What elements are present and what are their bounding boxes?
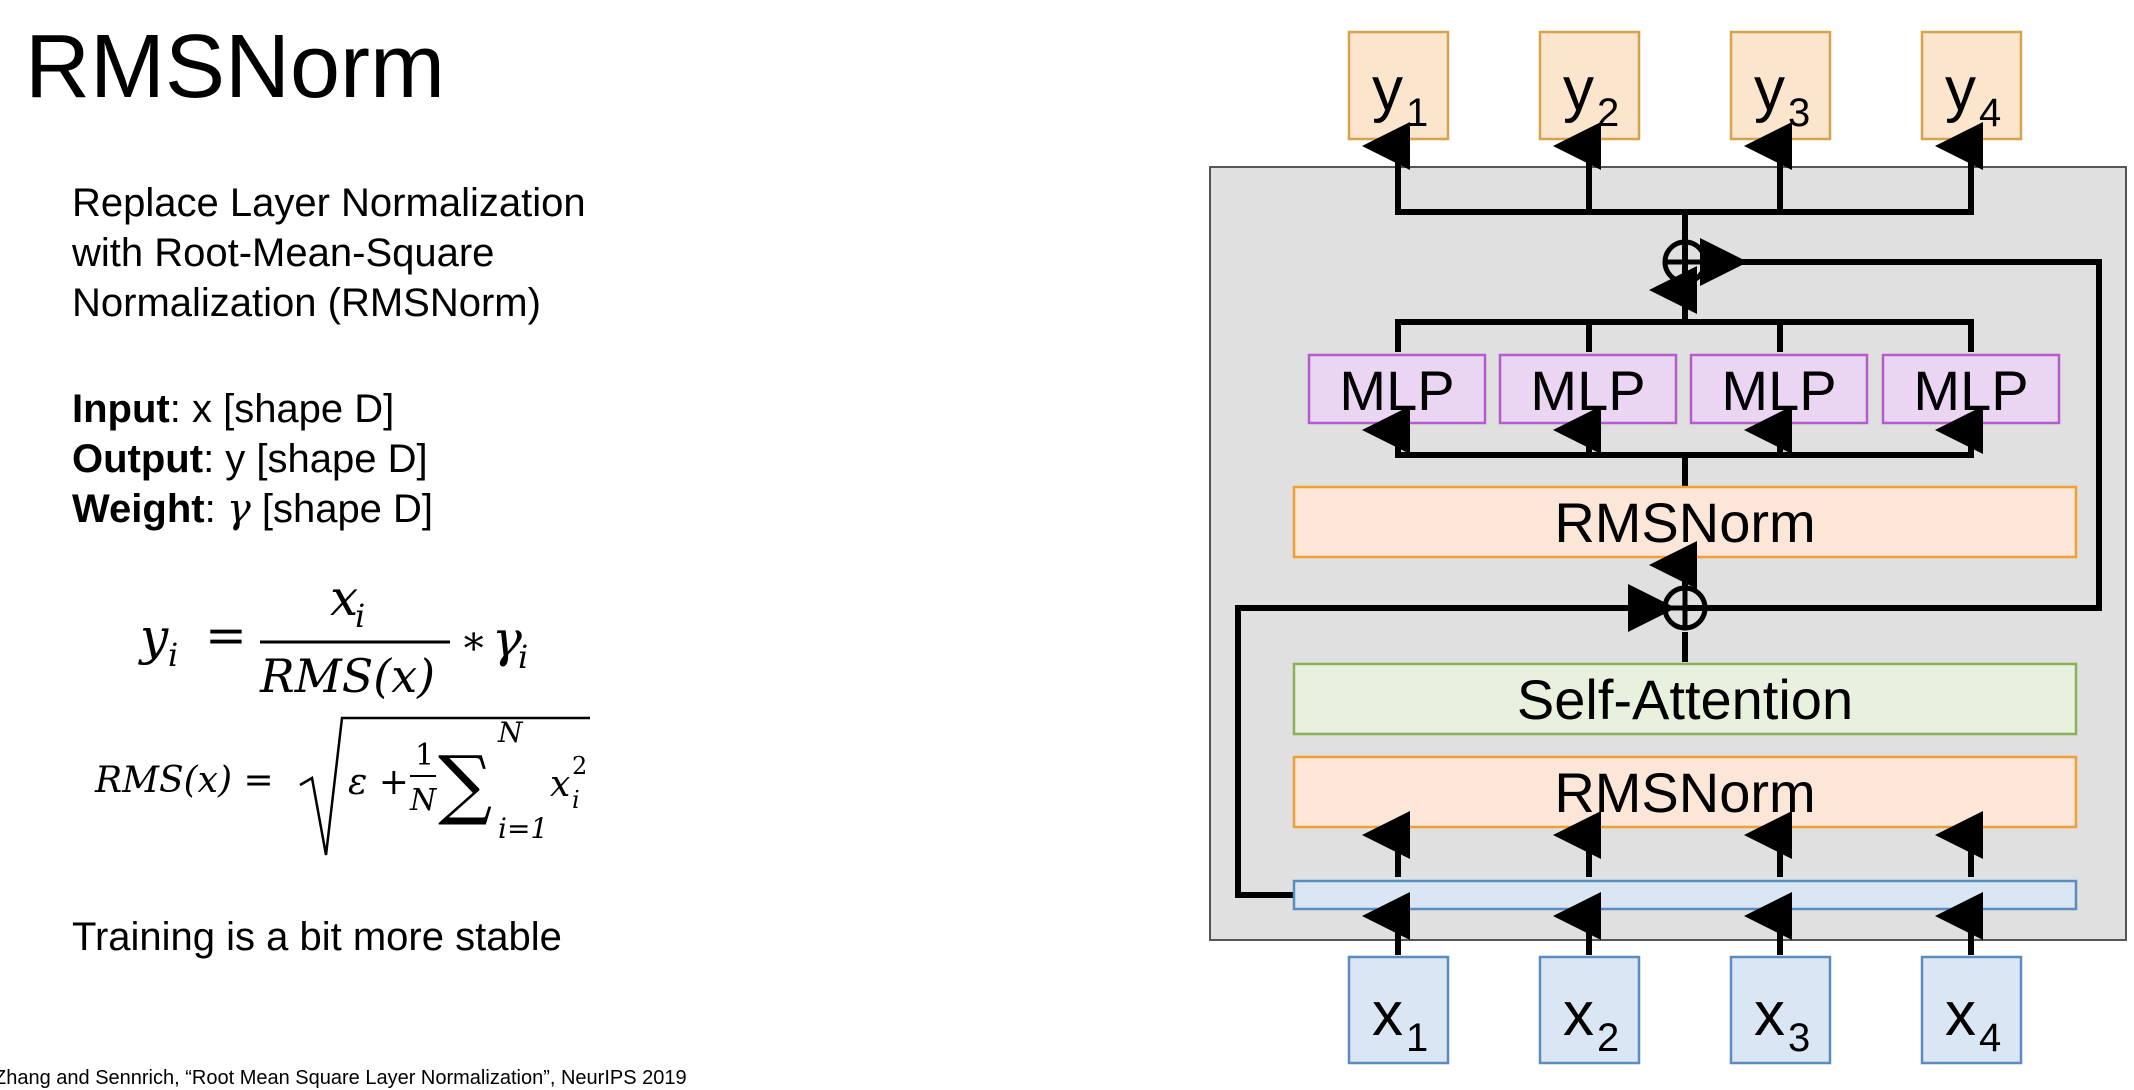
f1-lhs-sub: i <box>168 636 178 674</box>
intro-text: Replace Layer Normalization with Root-Me… <box>72 178 586 328</box>
output-label: y <box>1372 55 1403 124</box>
f2-lower: i=1 <box>498 812 548 845</box>
output-sub: 2 <box>1597 91 1619 135</box>
formula-rmsnorm: y i = x i RMS(x) ∗ γ i <box>138 570 528 703</box>
weight-suffix: [shape D] <box>250 487 434 531</box>
f2-sqrt-sign <box>299 716 590 856</box>
residual-add-top <box>1662 239 1708 285</box>
f2-upper: N <box>497 716 524 749</box>
output-box <box>1347 30 1450 141</box>
f1-numerator-sub: i <box>355 597 365 635</box>
f2-term-sub: i <box>572 786 580 814</box>
mlp-output-connectors <box>1395 266 1974 352</box>
slide-title: RMSNorm <box>25 17 445 117</box>
input-spec: Input: x [shape D] <box>72 384 433 434</box>
output-box <box>1920 30 2023 141</box>
formula-rms: RMS(x) = ε + 1 N ∑ N i=1 x 2 i <box>94 716 590 856</box>
f1-denominator: RMS(x) <box>259 649 435 703</box>
input-label: x <box>1945 980 1976 1049</box>
output-row: y 1 y 2 y 3 y 4 <box>1347 30 2023 141</box>
output-sub: 3 <box>1788 91 1810 135</box>
skip-line-bottom <box>1235 605 1652 898</box>
input-sub: 1 <box>1406 1016 1428 1060</box>
f2-lhs: RMS(x) = <box>94 760 274 801</box>
io-spec: Input: x [shape D] Output: y [shape D] W… <box>72 384 433 534</box>
f1-equals: = <box>205 606 247 664</box>
f2-term: x <box>550 764 570 805</box>
intro-line-3: Normalization (RMSNorm) <box>72 281 541 325</box>
output-sub: 1 <box>1406 91 1428 135</box>
residual-skip-top <box>1685 238 2102 611</box>
input-value: : x [shape D] <box>169 387 395 431</box>
f2-term-sup: 2 <box>572 752 587 780</box>
stability-note: Training is a bit more stable <box>72 915 562 959</box>
input-sub: 2 <box>1597 1016 1619 1060</box>
input-box <box>1729 955 1832 1065</box>
mlp-row: MLP MLP MLP MLP <box>1307 353 2061 425</box>
mlp-input-connectors <box>1362 406 1983 486</box>
f1-lhs: y <box>138 608 169 666</box>
rmsnorm-bottom-label: RMSNorm <box>1554 761 1815 824</box>
mlp-label: MLP <box>1913 359 2028 422</box>
output-label: y <box>1945 55 1976 124</box>
input-box <box>1538 955 1641 1065</box>
output-value: : y [shape D] <box>203 437 428 481</box>
output-box <box>1729 30 1832 141</box>
input-row: x 1 x 2 x 3 x 4 <box>1347 955 2023 1065</box>
self-attention-label: Self-Attention <box>1517 668 1853 731</box>
f1-numerator: x <box>330 570 358 627</box>
residual-skip-bottom <box>1235 584 1676 898</box>
f1-gamma-sub: i <box>518 638 528 676</box>
f2-sigma: ∑ <box>438 739 492 828</box>
f2-epsilon: ε + <box>348 762 409 803</box>
formulas: y i = x i RMS(x) ∗ γ i RMS(x) = ε + 1 N … <box>94 570 590 856</box>
output-label: y <box>1754 55 1785 124</box>
intro-line-2: with Root-Mean-Square <box>72 231 495 275</box>
embedding-bar <box>1292 879 2078 911</box>
output-spec: Output: y [shape D] <box>72 434 433 484</box>
self-attention-box <box>1292 662 2078 736</box>
input-arrows <box>1362 892 1983 955</box>
residual-add-middle <box>1662 585 1708 631</box>
mlp-label: MLP <box>1530 359 1645 422</box>
mlp-label: MLP <box>1339 359 1454 422</box>
embed-to-norm-arrows <box>1362 811 1983 877</box>
input-label: x <box>1372 980 1403 1049</box>
output-label: y <box>1563 55 1594 124</box>
input-label: x <box>1754 980 1785 1049</box>
weight-symbol: γ <box>226 486 251 532</box>
weight-prefix: : <box>204 487 227 531</box>
input-label: Input <box>72 387 170 431</box>
f1-gamma: γ <box>492 610 522 668</box>
input-box <box>1347 955 1450 1065</box>
intro-line-1: Replace Layer Normalization <box>72 181 586 225</box>
f1-times: ∗ <box>460 618 487 664</box>
input-label: x <box>1563 980 1594 1049</box>
output-label: Output <box>72 437 204 481</box>
weight-spec: Weight: γ [shape D] <box>72 484 433 534</box>
mlp-label: MLP <box>1721 359 1836 422</box>
rmsnorm-top-label: RMSNorm <box>1554 491 1815 554</box>
input-sub: 3 <box>1788 1016 1810 1060</box>
f2-frac-num: 1 <box>415 738 434 773</box>
skip-line-top <box>1685 259 2102 611</box>
input-box <box>1920 955 2023 1065</box>
output-sub: 4 <box>1979 91 2001 135</box>
weight-label: Weight <box>72 487 205 531</box>
f2-frac-den: N <box>409 783 438 818</box>
input-sub: 4 <box>1979 1016 2001 1060</box>
